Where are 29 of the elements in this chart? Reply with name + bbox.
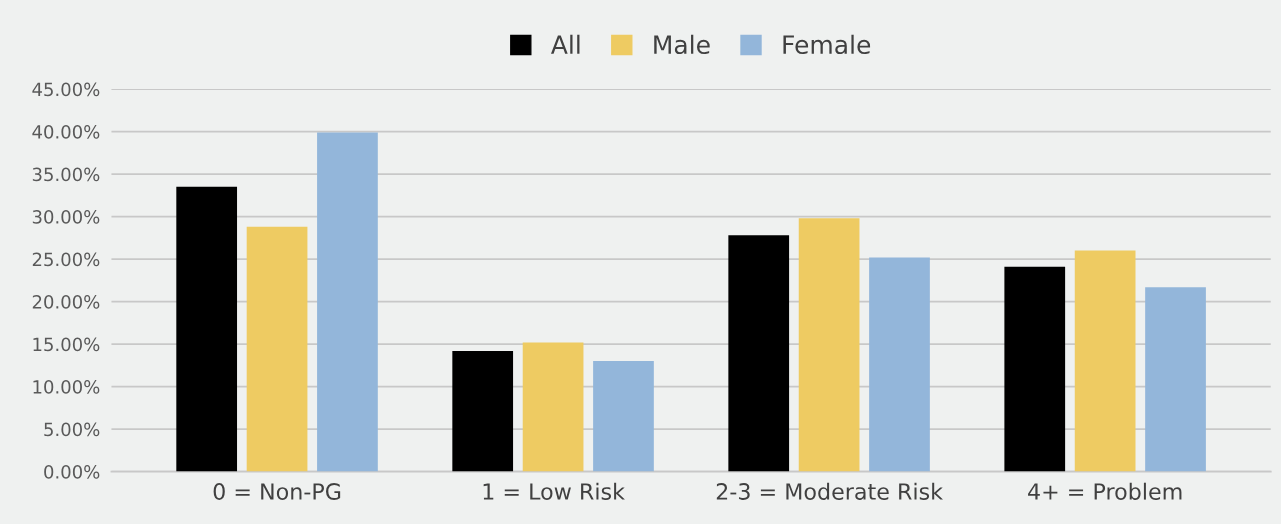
x-tick-label: 4+ = Problem xyxy=(1028,482,1182,500)
y-tick-label: 40.00% xyxy=(32,125,100,139)
y-tick-label: 25.00% xyxy=(32,252,100,267)
y-tick-label: 10.00% xyxy=(33,380,100,394)
y-tick-label: 35.00% xyxy=(32,167,100,182)
bar xyxy=(1145,287,1206,472)
x-tick-label: 2-3 = Moderate Risk xyxy=(716,482,943,500)
bar xyxy=(1074,250,1136,472)
bar xyxy=(317,132,378,472)
bar xyxy=(522,342,584,472)
y-tick-label: 5.00% xyxy=(44,422,100,437)
y-tick-label: 30.00% xyxy=(32,210,100,224)
y-tick-label: 45.00% xyxy=(32,82,100,97)
bar xyxy=(176,186,238,472)
x-tick-label: 1 = Low Risk xyxy=(483,482,625,500)
y-tick-label: 0.00% xyxy=(44,465,100,479)
legend-label: Male xyxy=(654,34,710,55)
y-tick-label: 20.00% xyxy=(32,295,100,309)
legend-label: All xyxy=(551,34,580,54)
legend-label: Female xyxy=(783,34,871,55)
bar xyxy=(593,361,654,472)
bar xyxy=(728,235,790,472)
bar xyxy=(452,350,514,472)
bar xyxy=(1004,266,1066,472)
bar xyxy=(869,257,930,472)
bar xyxy=(798,218,860,472)
x-tick-label: 0 = Non-PG xyxy=(213,483,341,500)
y-tick-label: 15.00% xyxy=(33,337,100,352)
bar xyxy=(246,226,308,472)
